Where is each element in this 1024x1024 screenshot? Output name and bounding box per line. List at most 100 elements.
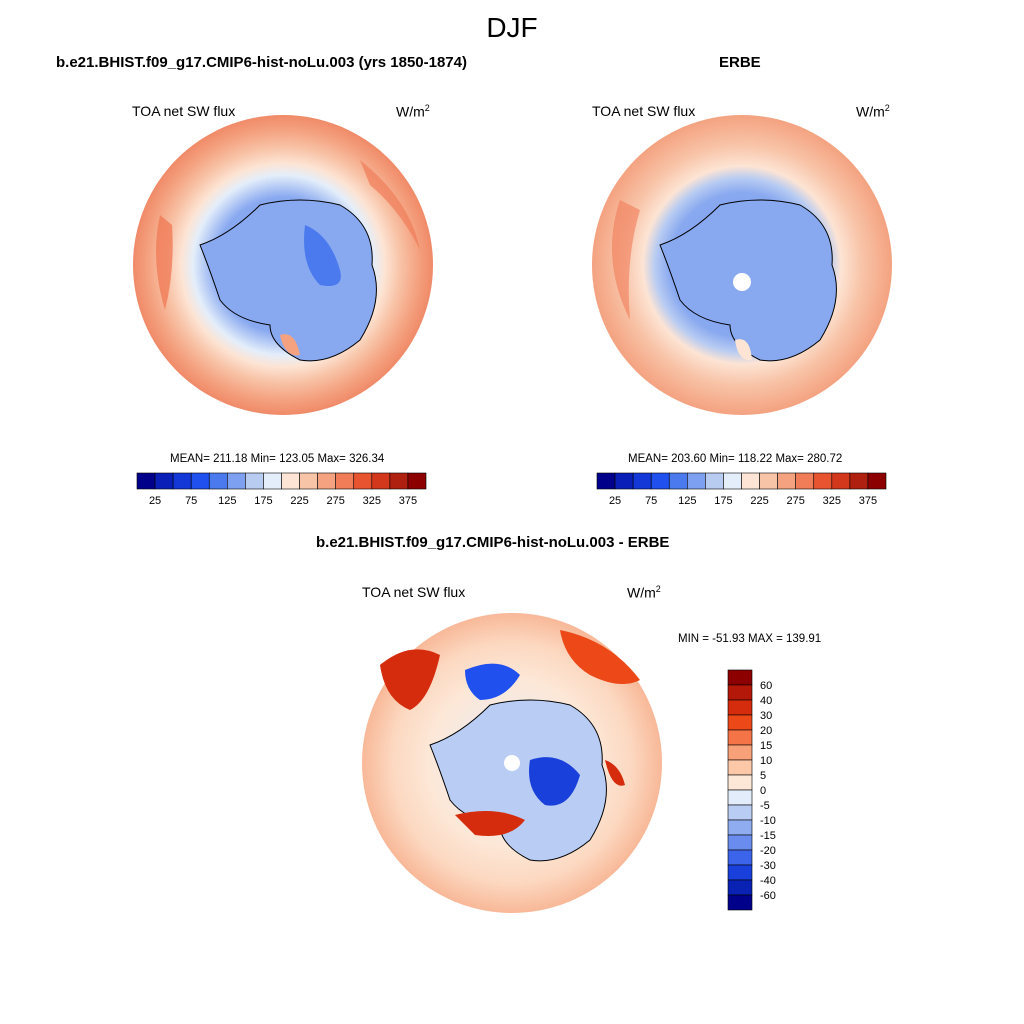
colorbar-swatch (299, 472, 318, 490)
units-text: W/m (627, 584, 656, 601)
colorbar-tick-label: 125 (678, 495, 696, 507)
colorbar-tick-label: 275 (787, 495, 805, 507)
colorbar-tick-label: 225 (750, 495, 768, 507)
colorbar-tick-label: 175 (714, 495, 732, 507)
colorbar-swatch (777, 472, 796, 490)
colorbar-swatch (190, 472, 210, 490)
colorbar-swatch (727, 834, 753, 851)
colorbar-swatch (154, 472, 174, 490)
colorbar-tick-label: -5 (760, 800, 770, 812)
colorbar-swatch (632, 472, 652, 490)
colorbar-tick-label: 375 (399, 495, 417, 507)
colorbar-swatch (687, 472, 706, 490)
colorbar-swatch (136, 472, 156, 490)
colorbar-tick-label: -60 (760, 890, 776, 902)
colorbar-tick-label: 5 (760, 770, 766, 782)
colorbar-tick-label: 225 (290, 495, 308, 507)
panel-1-map (133, 115, 433, 415)
units-exponent: 2 (424, 103, 430, 113)
colorbar-tick-label: 40 (760, 695, 772, 707)
high-flux-region (280, 334, 300, 356)
high-flux-region (612, 200, 640, 320)
colorbar-swatch (281, 472, 300, 490)
colorbar-swatch (727, 849, 753, 866)
colorbar-swatch (227, 472, 246, 490)
colorbar-tick-label: 375 (859, 495, 877, 507)
panel-2-map (592, 115, 892, 415)
colorbar-tick-label: 30 (760, 710, 772, 722)
colorbar-swatch (407, 472, 427, 490)
colorbar-swatch (245, 472, 264, 490)
panel-2-units: W/m2 (856, 103, 890, 120)
colorbar-swatch (727, 744, 753, 761)
panel-3-stats: MIN = -51.93 MAX = 139.91 (678, 633, 822, 645)
colorbar-swatch (741, 472, 760, 490)
colorbar-tick-label: 0 (760, 785, 766, 797)
colorbar-swatch (389, 472, 409, 490)
colorbar-swatch (727, 864, 753, 881)
panel-3-map (362, 613, 662, 913)
colorbar-tick-label: -20 (760, 845, 776, 857)
colorbar-tick-label: 60 (760, 680, 772, 692)
colorbar-tick-label: 125 (218, 495, 236, 507)
colorbar-swatch (727, 759, 753, 776)
colorbar-swatch (371, 472, 391, 490)
colorbar-swatch (614, 472, 634, 490)
colorbar-tick-label: 175 (254, 495, 272, 507)
colorbar-tick-label: 325 (363, 495, 381, 507)
panel-2-title: ERBE (719, 54, 761, 71)
colorbar-swatch (727, 894, 753, 911)
negative-bias-region (465, 663, 520, 700)
positive-bias-region (560, 630, 640, 684)
positive-bias-region (380, 649, 440, 710)
colorbar-swatch (705, 472, 724, 490)
colorbar-difference: 60 40 30 20 15 10 5 0 -5 -10 -15 -20 -30 -40 -60 (727, 669, 776, 911)
colorbar-swatch (727, 804, 753, 821)
colorbar-swatch (668, 472, 688, 490)
units-text: W/m (396, 103, 425, 120)
colorbar-swatch (263, 472, 282, 490)
colorbar-panel-1: 25 75 125 175 225 275 325 375 (136, 472, 427, 507)
colorbar-tick-label: -30 (760, 860, 776, 872)
colorbar-swatch (727, 879, 753, 896)
high-flux-region (360, 160, 420, 250)
panel-1-title: b.e21.BHIST.f09_g17.CMIP6-hist-noLu.003 … (56, 54, 467, 71)
colorbar-tick-label: 25 (149, 495, 161, 507)
colorbar-swatch (727, 699, 753, 716)
colorbar-tick-label: 275 (327, 495, 345, 507)
colorbar-swatch (208, 472, 228, 490)
colorbar-swatch (353, 472, 373, 490)
colorbar-tick-label: 10 (760, 755, 772, 767)
high-flux-region (156, 215, 173, 310)
colorbar-swatch (759, 472, 778, 490)
colorbar-swatch (727, 729, 753, 746)
low-flux-region (304, 225, 341, 286)
colorbar-swatch (317, 472, 336, 490)
panel-3-units: W/m2 (627, 584, 661, 601)
colorbar-swatch (727, 789, 753, 806)
colorbar-tick-label: 20 (760, 725, 772, 737)
colorbar-swatch (727, 819, 753, 836)
colorbar-swatch (723, 472, 742, 490)
colorbar-swatch (727, 774, 753, 791)
colorbar-tick-label: 25 (609, 495, 621, 507)
colorbar-tick-label: -40 (760, 875, 776, 887)
colorbar-swatch (795, 472, 815, 490)
colorbar-swatch (596, 472, 616, 490)
colorbar-panel-2: 25 75 125 175 225 275 325 375 (596, 472, 887, 507)
colorbar-swatch (831, 472, 851, 490)
colorbar-tick-label: 75 (185, 495, 197, 507)
colorbar-swatch (727, 684, 753, 701)
colorbar-swatch (727, 669, 753, 686)
colorbar-tick-label: 15 (760, 740, 772, 752)
colorbar-tick-label: -15 (760, 830, 776, 842)
panel-2-variable-label: TOA net SW flux (592, 103, 696, 119)
pole-hole (504, 755, 520, 771)
panel-2-stats: MEAN= 203.60 Min= 118.22 Max= 280.72 (628, 453, 843, 465)
panel-1-units: W/m2 (396, 103, 430, 120)
figure-title: DJF (486, 12, 538, 43)
panel-1-stats: MEAN= 211.18 Min= 123.05 Max= 326.34 (170, 453, 385, 465)
units-exponent: 2 (655, 584, 661, 594)
panel-3-title: b.e21.BHIST.f09_g17.CMIP6-hist-noLu.003 … (316, 534, 670, 551)
